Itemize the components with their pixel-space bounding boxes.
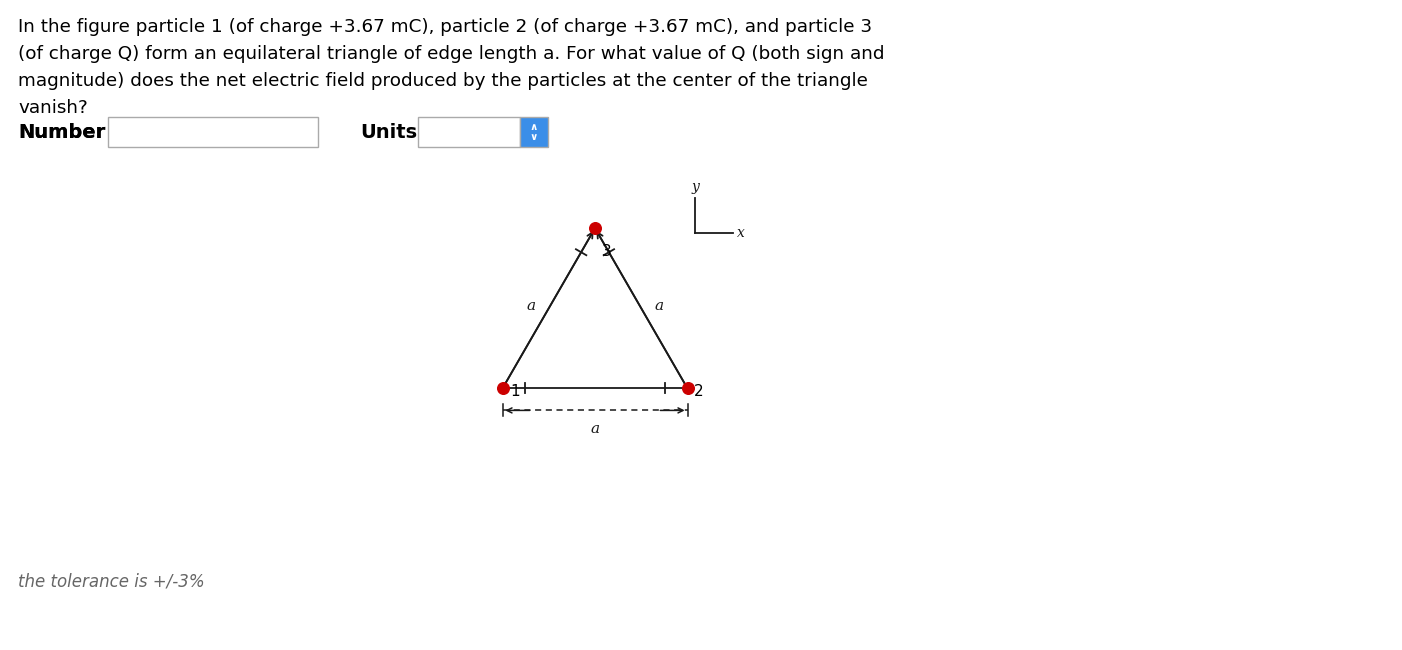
Text: (of charge Q) form an equilateral triangle of edge length a. For what value of Q: (of charge Q) form an equilateral triang…: [18, 45, 885, 63]
Text: vanish?: vanish?: [18, 99, 88, 117]
Bar: [108, 117, 318, 147]
Text: Units: Units: [360, 122, 418, 142]
Point: [583, 223, 606, 233]
Text: a: a: [526, 299, 536, 313]
Text: 1: 1: [510, 384, 520, 399]
Point: [676, 384, 698, 394]
Text: a: a: [655, 299, 663, 313]
Text: In the figure particle 1 (of charge +3.67 mC), particle 2 (of charge +3.67 mC), : In the figure particle 1 (of charge +3.6…: [18, 18, 872, 36]
Text: x: x: [737, 226, 744, 240]
Text: ∧: ∧: [530, 122, 538, 131]
Text: Number: Number: [18, 122, 105, 142]
Text: Number: Number: [18, 122, 105, 142]
Text: a: a: [590, 422, 600, 436]
Bar: [418, 117, 520, 147]
Text: 3: 3: [601, 244, 611, 259]
Text: ∨: ∨: [530, 133, 538, 142]
Text: y: y: [691, 180, 700, 194]
Text: the tolerance is +/-3%: the tolerance is +/-3%: [18, 573, 205, 591]
Point: [491, 384, 513, 394]
Text: 2: 2: [694, 384, 704, 399]
Bar: [520, 117, 548, 147]
Text: magnitude) does the net electric field produced by the particles at the center o: magnitude) does the net electric field p…: [18, 72, 868, 90]
